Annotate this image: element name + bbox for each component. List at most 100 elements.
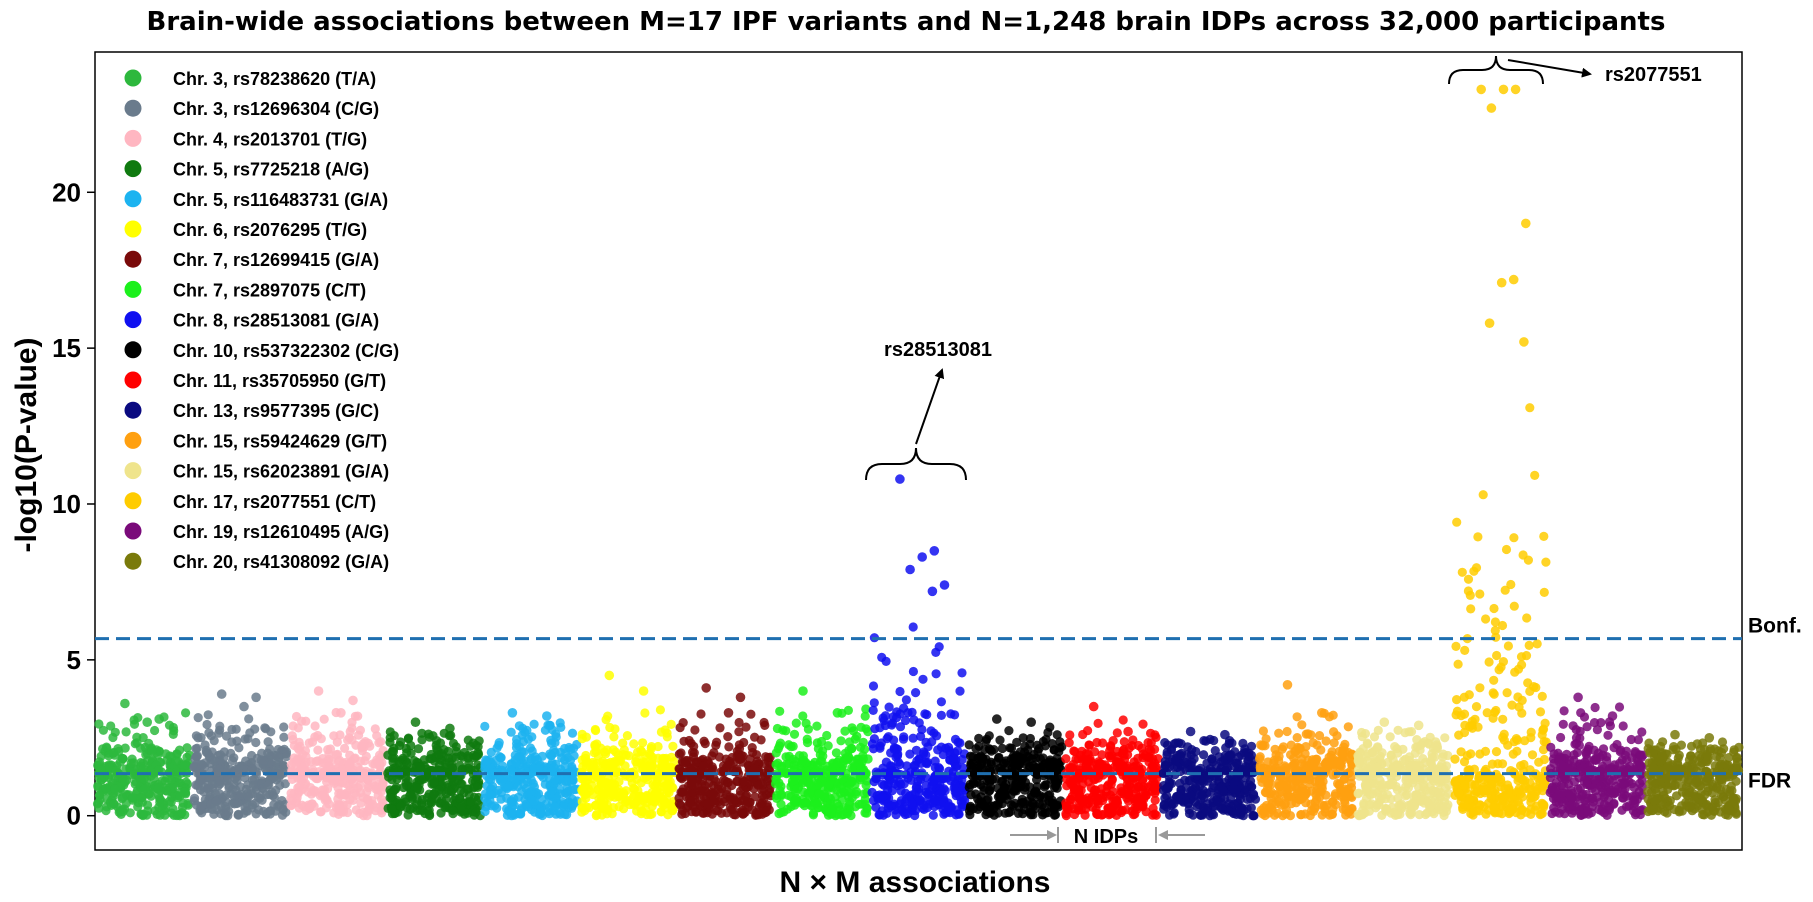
data-point	[1431, 737, 1441, 747]
series-group	[1353, 717, 1454, 821]
data-point	[1360, 808, 1370, 818]
data-point	[1369, 732, 1380, 742]
series-group	[1450, 84, 1551, 820]
data-point	[98, 744, 108, 754]
data-point	[1489, 803, 1499, 813]
data-point	[1373, 787, 1383, 797]
data-point	[455, 793, 465, 803]
data-point	[629, 783, 639, 794]
data-point	[1475, 683, 1485, 693]
data-point	[410, 717, 421, 727]
data-point	[1246, 782, 1256, 792]
data-point	[264, 758, 274, 768]
data-point	[636, 758, 646, 768]
data-point	[203, 748, 213, 759]
data-point	[1114, 757, 1124, 767]
data-point	[480, 721, 490, 732]
data-point	[349, 754, 359, 764]
data-point	[343, 807, 353, 818]
data-point	[550, 775, 560, 785]
data-point	[277, 796, 287, 806]
data-point	[1061, 798, 1071, 808]
data-point	[556, 722, 566, 733]
data-point	[687, 775, 697, 786]
data-point	[734, 717, 744, 728]
data-point	[832, 708, 843, 718]
data-point	[447, 763, 457, 773]
data-point	[1466, 749, 1476, 759]
data-point	[740, 776, 750, 787]
data-point	[928, 810, 938, 820]
data-point	[632, 774, 642, 784]
data-point	[884, 702, 894, 712]
data-point	[1453, 659, 1463, 669]
data-point	[182, 752, 192, 762]
data-point	[196, 759, 206, 769]
data-point	[638, 686, 649, 696]
data-point	[847, 743, 857, 754]
data-point	[852, 754, 862, 764]
data-point	[648, 770, 658, 780]
data-point	[735, 692, 746, 703]
data-point	[247, 803, 257, 813]
data-point	[335, 803, 345, 813]
data-point	[178, 798, 188, 808]
data-point	[826, 794, 836, 804]
data-point	[1482, 708, 1492, 718]
data-point	[1025, 733, 1035, 744]
data-point	[523, 802, 533, 812]
data-point	[1306, 730, 1316, 740]
data-point	[251, 692, 261, 703]
data-point	[214, 789, 224, 799]
series-group	[674, 683, 776, 820]
data-point	[139, 809, 149, 819]
data-point	[331, 750, 341, 760]
data-point	[723, 777, 733, 788]
data-point	[319, 790, 329, 800]
data-point	[1025, 782, 1035, 792]
data-point	[1317, 708, 1327, 718]
data-point	[933, 745, 943, 755]
data-point	[139, 774, 149, 784]
data-point	[102, 802, 112, 812]
data-point	[233, 810, 243, 820]
data-point	[660, 759, 670, 769]
data-point	[578, 803, 588, 813]
data-point	[814, 802, 824, 813]
data-point	[929, 546, 940, 556]
data-point	[385, 733, 395, 743]
data-point	[1324, 752, 1334, 762]
data-point	[507, 708, 518, 718]
data-point	[234, 761, 244, 771]
data-point	[263, 780, 273, 791]
data-point	[955, 686, 965, 696]
data-point	[532, 755, 542, 765]
data-point	[812, 721, 822, 731]
data-point	[707, 789, 717, 799]
data-point	[210, 756, 220, 766]
data-point	[1129, 794, 1139, 804]
data-point	[1503, 641, 1513, 651]
data-point	[674, 798, 684, 809]
data-point	[279, 744, 289, 755]
data-point	[243, 780, 253, 790]
data-point	[604, 670, 615, 681]
data-point	[871, 802, 881, 812]
data-point	[1434, 785, 1444, 796]
data-point	[931, 669, 941, 679]
data-point	[319, 714, 329, 724]
data-point	[456, 802, 467, 812]
data-point	[227, 737, 237, 747]
data-point	[986, 782, 996, 792]
data-point	[950, 779, 960, 789]
data-point	[423, 769, 433, 779]
data-point	[757, 798, 767, 808]
data-point	[648, 779, 658, 790]
data-point	[287, 731, 297, 741]
data-point	[569, 751, 579, 761]
data-point	[447, 753, 457, 763]
data-point	[480, 806, 490, 817]
data-point	[803, 724, 814, 734]
data-point	[920, 709, 930, 719]
data-point	[1373, 743, 1383, 753]
